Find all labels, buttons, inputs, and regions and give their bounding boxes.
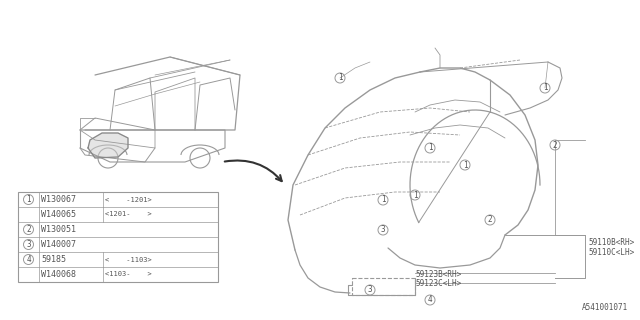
Text: W140068: W140068 (41, 270, 76, 279)
Text: 1: 1 (26, 195, 31, 204)
Bar (18, 192, 218, 282)
Text: 2: 2 (488, 215, 492, 225)
Text: 59123B<RH>: 59123B<RH> (415, 270, 461, 279)
Text: 59185: 59185 (41, 255, 66, 264)
Text: 2: 2 (553, 140, 557, 149)
Text: 1: 1 (381, 196, 385, 204)
Text: 59110C<LH>: 59110C<LH> (588, 248, 634, 257)
Text: 1: 1 (413, 190, 417, 199)
Text: W130067: W130067 (41, 195, 76, 204)
Polygon shape (88, 133, 128, 158)
Text: W130051: W130051 (41, 225, 76, 234)
Text: 3: 3 (368, 285, 372, 294)
Text: 59110B<RH>: 59110B<RH> (588, 238, 634, 247)
Text: 59123C<LH>: 59123C<LH> (415, 279, 461, 288)
Text: 1: 1 (338, 74, 342, 83)
Text: W140007: W140007 (41, 240, 76, 249)
Text: 1: 1 (428, 143, 432, 153)
Text: <1103-    >: <1103- > (105, 271, 152, 277)
Text: 4: 4 (428, 295, 432, 305)
Text: 1: 1 (543, 84, 547, 92)
Text: 2: 2 (26, 225, 31, 234)
Text: 3: 3 (381, 226, 385, 235)
Text: W140065: W140065 (41, 210, 76, 219)
Text: <1201-    >: <1201- > (105, 212, 152, 218)
Text: 3: 3 (26, 240, 31, 249)
Text: 4: 4 (26, 255, 31, 264)
Text: <    -1103>: < -1103> (105, 257, 152, 262)
Text: <    -1201>: < -1201> (105, 196, 152, 203)
Text: 1: 1 (463, 161, 467, 170)
Text: A541001071: A541001071 (582, 303, 628, 312)
